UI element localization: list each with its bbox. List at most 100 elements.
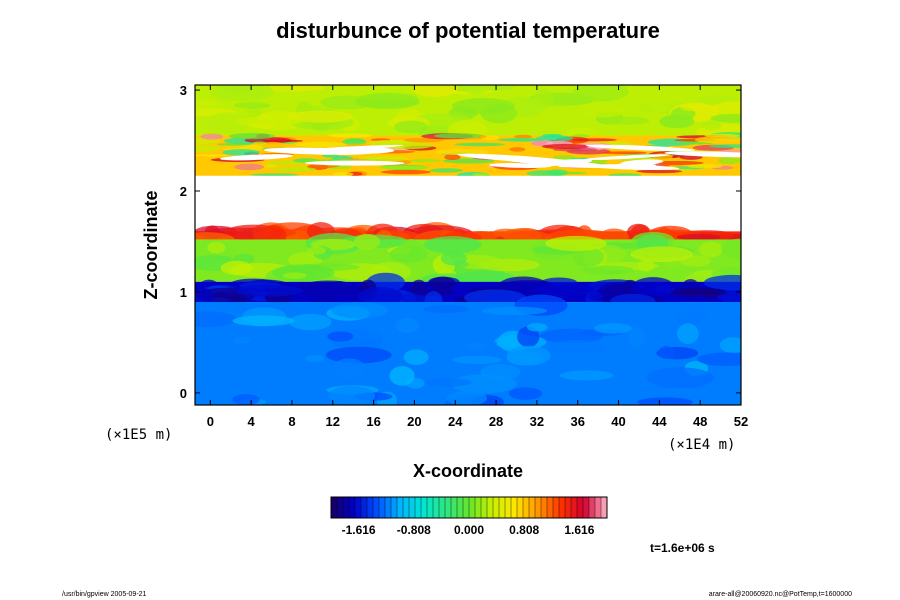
- field-blob: [229, 133, 275, 140]
- field-blob: [264, 163, 278, 168]
- field-blob: [505, 279, 553, 288]
- field-blob: [701, 120, 722, 131]
- field-blob: [545, 235, 607, 252]
- x-tick-label: 28: [489, 414, 503, 429]
- field-blob: [403, 349, 429, 365]
- field-blob: [341, 138, 367, 145]
- field-blob: [636, 169, 683, 174]
- field-blob: [295, 141, 346, 148]
- field-blob: [497, 137, 546, 142]
- colorbar-tick-label: -0.808: [397, 523, 431, 537]
- field-gap: [489, 163, 552, 168]
- y-tick-label: 3: [180, 83, 187, 98]
- colorbar-swatch: [529, 497, 536, 518]
- field-blob: [423, 305, 470, 314]
- x-tick-label: 4: [248, 414, 256, 429]
- x-tick-label: 16: [366, 414, 380, 429]
- x-axis-label: X-coordinate: [413, 461, 523, 481]
- field-blob: [508, 387, 543, 400]
- field-gap: [329, 146, 395, 154]
- colorbar-swatch: [553, 497, 560, 518]
- colorbar-swatch: [403, 497, 410, 518]
- field-blob: [207, 242, 226, 254]
- field-blob: [698, 241, 724, 258]
- colorbar-swatch: [493, 497, 500, 518]
- field-blob: [670, 287, 728, 297]
- field-blob: [628, 326, 645, 348]
- field-blob: [480, 363, 521, 381]
- field-blob: [472, 173, 490, 177]
- footer-left: /usr/bin/gpview 2005-09-21: [62, 591, 147, 598]
- x-axis: 0 4 8 12 16 20 24 28 32 36 40 44 48 52: [207, 85, 748, 429]
- colorbar-swatch: [517, 497, 524, 518]
- x-tick-label: 0: [207, 414, 214, 429]
- field-blob: [333, 171, 354, 177]
- field-blob: [195, 154, 229, 157]
- field-blob: [534, 282, 594, 296]
- colorbar-swatch: [523, 497, 530, 518]
- field-gap: [620, 159, 664, 166]
- colorbar-swatch: [541, 497, 548, 518]
- field-blob: [277, 392, 317, 405]
- colorbar-swatch: [595, 497, 602, 518]
- field-blob: [295, 280, 362, 300]
- x-tick-label: 44: [652, 414, 667, 429]
- field-blob: [677, 323, 699, 344]
- field-blob: [332, 358, 366, 379]
- field-gap: [457, 153, 582, 164]
- colorbar-swatch: [481, 497, 488, 518]
- x-tick-label: 24: [448, 414, 463, 429]
- colorbar-swatch: [469, 497, 476, 518]
- x-tick-label: 36: [570, 414, 584, 429]
- field-blob: [447, 334, 498, 357]
- field-blob: [526, 170, 567, 177]
- colorbar-swatch: [349, 497, 356, 518]
- colorbar-swatch: [547, 497, 554, 518]
- field-blob: [513, 134, 533, 139]
- colorbar-tick-label: 0.808: [509, 523, 539, 537]
- field-blob: [593, 323, 633, 334]
- field-blob: [526, 322, 548, 332]
- field-blob: [271, 264, 335, 281]
- field-blob: [576, 105, 625, 118]
- field-blob: [353, 233, 381, 250]
- plot-frame: [194, 84, 742, 406]
- field-blob: [287, 110, 354, 123]
- field-blob: [710, 113, 741, 123]
- x-tick-label: 52: [734, 414, 748, 429]
- time-annotation: t=1.6e+06 s: [650, 541, 715, 555]
- x-tick-label: 12: [326, 414, 340, 429]
- field-blob: [712, 101, 741, 115]
- x-tick-label: 32: [530, 414, 544, 429]
- field-blob: [694, 136, 741, 144]
- field-blob: [261, 141, 286, 149]
- colorbar-ticks: -1.616 -0.808 0.000 0.808 1.616: [342, 523, 595, 537]
- field-blob: [380, 169, 431, 175]
- field-blob: [658, 346, 676, 360]
- field-blob: [409, 158, 442, 163]
- field-blob: [403, 137, 444, 143]
- field-blob: [234, 163, 264, 171]
- field-blob: [328, 385, 376, 405]
- field-blob: [274, 85, 296, 92]
- x-tick-label: 40: [611, 414, 625, 429]
- field-blob: [234, 102, 271, 109]
- colorbar-swatch: [373, 497, 380, 518]
- field-blob: [252, 141, 268, 145]
- colorbar-swatch: [601, 497, 608, 518]
- field-blob: [480, 104, 517, 124]
- field-blob: [572, 247, 604, 267]
- colorbar-swatch: [385, 497, 392, 518]
- field-blob: [429, 168, 464, 173]
- field-blob: [273, 166, 317, 172]
- field-blob: [428, 276, 456, 291]
- field-blob: [541, 143, 590, 150]
- field-blob: [440, 251, 467, 266]
- colorbar-frame: [330, 496, 608, 519]
- field-blob: [687, 164, 723, 169]
- colorbar-tick-label: 1.616: [564, 523, 594, 537]
- field-blob: [601, 151, 648, 155]
- field-blob: [584, 291, 603, 302]
- field-blob: [435, 148, 489, 156]
